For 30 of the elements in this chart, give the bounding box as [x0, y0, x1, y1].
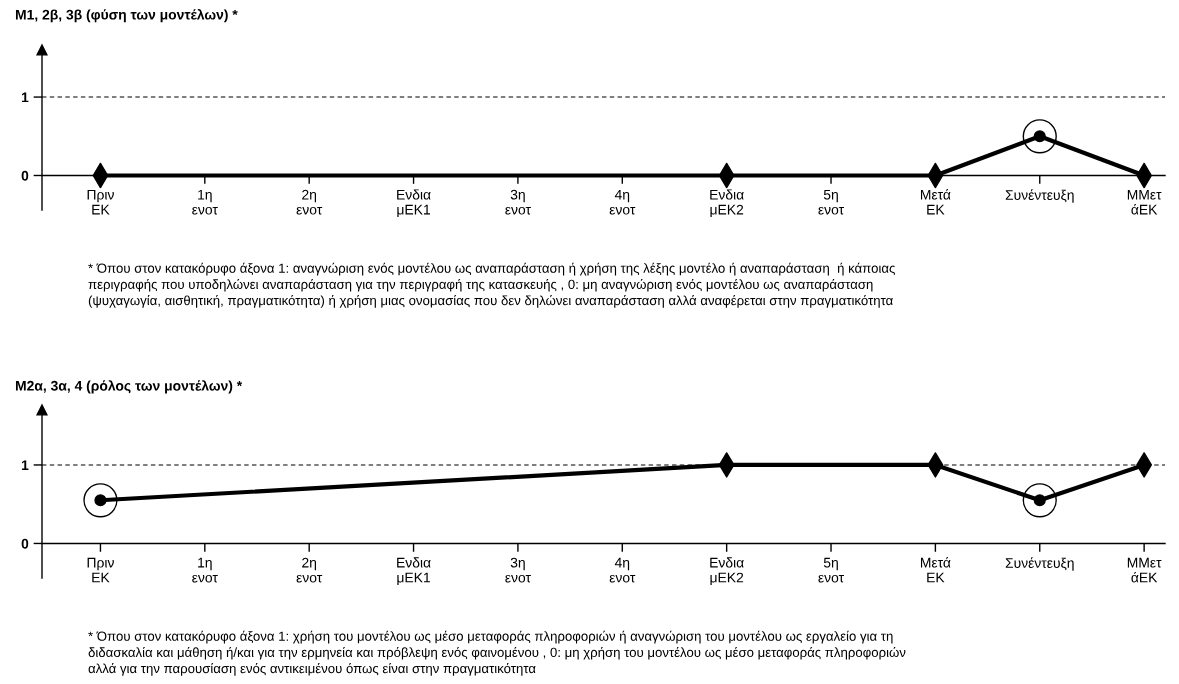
text: * Όπου στον κατακόρυφο άξονα 1: αναγνώριση ενός μοντέλου ως αναπαράσταση ή χρήση της λέξης μοντέλο ή αναπαράσταση ή κάποιας περιγραφής που υποδηλώνει αναπαράσταση για την περιγραφή της κατασκευής , 0: μη αναγνώριση ενός μοντέλου ως αναπαράσταση (ψυχαγωγία, αισθητική, πραγματικότητα) ή χρήση μιας ονομασίας που δεν δηλώνει αναπαράσταση αλλά αναφέρεται στην πραγματικότητα — [88, 262, 895, 308]
x-tick-label: 2η ενοτ — [296, 557, 323, 583]
x-tick-label: 1η ενοτ — [192, 557, 218, 583]
x-tick-label: 3η ενοτ — [505, 189, 531, 215]
x-tick-label: Πριν ΕΚ — [87, 557, 114, 583]
chart-title: Μ2α, 3α, 4 (ρόλος των μοντέλων) * — [15, 380, 243, 394]
x-tick-label: 3η ενοτ — [505, 557, 531, 583]
y-tick-label: 1 — [21, 460, 29, 470]
x-tick-label: 5η ενοτ — [818, 557, 844, 583]
y-tick-label: 0 — [21, 538, 29, 549]
x-tick-label: Ενδια μΕΚ1 — [397, 557, 431, 586]
chart-title: Μ1, 2β, 3β (φύση των μοντέλων) * — [15, 9, 238, 23]
x-tick-label: 5η ενοτ — [818, 189, 844, 215]
y-tick-label: 1 — [21, 92, 29, 103]
text: * Όπου στον κατακόρυφο άξονα 1: χρήση του μοντέλου ως μέσο μεταφοράς πληροφοριών ή αναγνώριση του μοντέλου ως εργαλείο για τη διδασκαλία και μάθηση ή/και για την ερμηνεία και πρόβλεψη ενός φαινομένου , 0: μη χρήση του μοντέλου ως μέσο μεταφοράς πληροφοριών αλλά για την παρουσίαση ενός αντικειμένου όπως είναι στην πραγματικότητα — [88, 630, 906, 676]
x-tick-label: Πριν ΕΚ — [87, 189, 114, 215]
x-tick-label: 1η ενοτ — [192, 189, 218, 215]
x-tick-label: Μετά ΕΚ — [920, 556, 951, 583]
x-tick-label: ΜΜετ άΕΚ — [1127, 557, 1162, 583]
y-tick-label: 0 — [21, 170, 29, 181]
x-tick-label: 4η ενοτ — [609, 189, 636, 215]
x-tick-label: Συνέντευξη — [1005, 189, 1074, 203]
x-tick-label: Συνέντευξη — [1005, 557, 1074, 571]
x-tick-label: 4η ενοτ — [609, 557, 636, 583]
x-tick-label: Ενδια μΕΚ1 — [397, 189, 431, 218]
x-tick-label: Ενδια μΕΚ2 — [710, 557, 744, 586]
x-tick-label: 2η ενοτ — [296, 189, 323, 215]
x-tick-label: Μετά ΕΚ — [920, 188, 951, 215]
x-tick-label: ΜΜετ άΕΚ — [1127, 189, 1162, 215]
x-tick-label: Ενδια μΕΚ2 — [710, 189, 744, 218]
